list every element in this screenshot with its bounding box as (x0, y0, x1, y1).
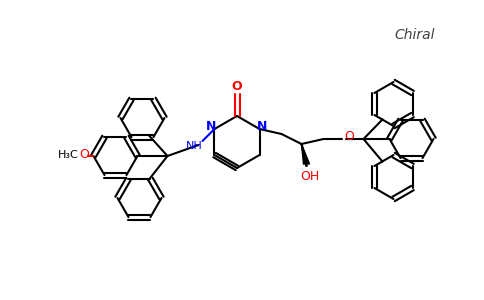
Text: O: O (345, 130, 354, 143)
Text: N: N (206, 121, 217, 134)
Text: O: O (232, 80, 242, 92)
Text: NH: NH (186, 141, 203, 151)
Polygon shape (302, 144, 309, 164)
Text: Chiral: Chiral (395, 28, 435, 42)
Text: N: N (257, 121, 268, 134)
Text: OH: OH (300, 169, 319, 182)
Text: O: O (79, 148, 90, 161)
Text: H₃C: H₃C (58, 150, 79, 160)
